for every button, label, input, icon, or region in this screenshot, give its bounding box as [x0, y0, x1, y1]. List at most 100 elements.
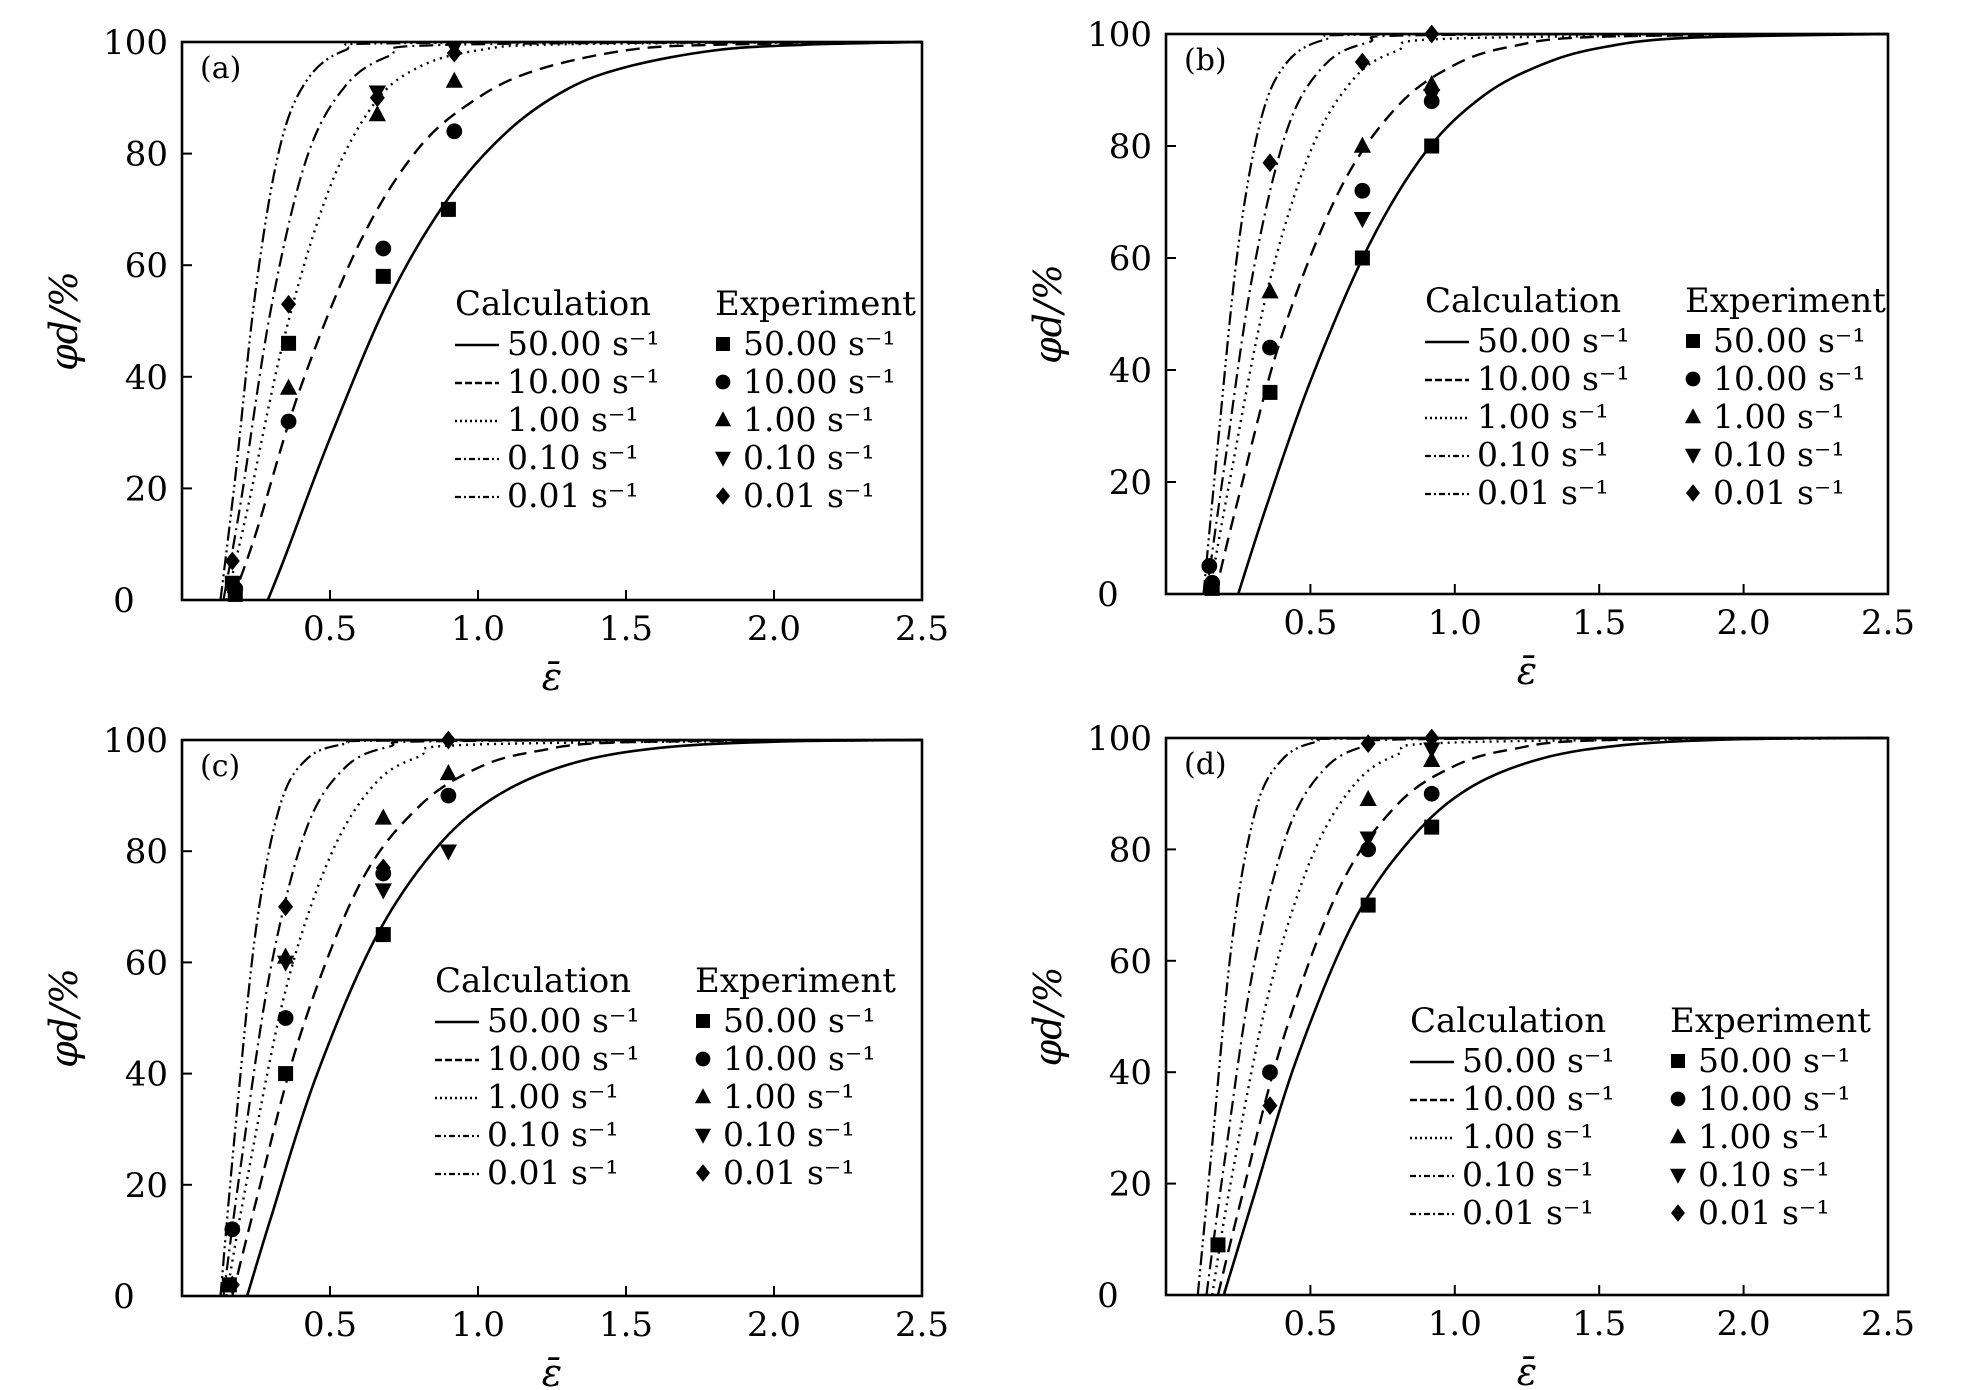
- legend-experiment-title: Experiment: [715, 284, 916, 324]
- y-tick-label: 20: [125, 469, 168, 509]
- point-circle: [446, 123, 463, 140]
- y-tick-label: 100: [1087, 15, 1152, 55]
- point-square: [1354, 250, 1370, 266]
- legend-calculation-entry: 0.01 s⁻¹: [1462, 1193, 1594, 1232]
- legend-marker-triangle-up: [1684, 408, 1702, 424]
- point-triangle-up: [374, 808, 392, 825]
- legend-experiment-entry: 0.01 s⁻¹: [723, 1153, 855, 1192]
- legend-marker-diamond: [1686, 484, 1700, 502]
- legend-calculation-entry: 0.01 s⁻¹: [507, 476, 639, 515]
- x-tick-label: 0.5: [1283, 603, 1337, 643]
- legend-calculation-entry: 10.00 s⁻¹: [1477, 359, 1630, 398]
- calculation-curves: [219, 40, 922, 600]
- y-tick-label: 60: [1109, 239, 1152, 279]
- point-square: [1360, 897, 1376, 913]
- point-diamond: [224, 1275, 240, 1295]
- point-circle: [280, 413, 297, 430]
- legend-experiment-entry: 0.01 s⁻¹: [1698, 1193, 1830, 1232]
- x-tick-label: 0.5: [303, 609, 357, 649]
- legend-marker-triangle-up: [714, 411, 732, 427]
- point-circle: [227, 580, 244, 597]
- point-diamond: [369, 88, 385, 108]
- legend-experiment-entry: 10.00 s⁻¹: [1698, 1079, 1851, 1118]
- point-circle: [375, 240, 392, 257]
- legend-experiment-entry: 50.00 s⁻¹: [743, 324, 896, 363]
- legend-marker-triangle-up: [1669, 1128, 1687, 1144]
- point-triangle-up: [368, 105, 386, 122]
- point-circle: [1262, 339, 1278, 356]
- experiment-points: [221, 730, 458, 1295]
- x-axis-label: ε̄: [542, 655, 562, 699]
- y-tick-label: 0: [1097, 575, 1119, 615]
- legend-experiment-entry: 10.00 s⁻¹: [743, 362, 896, 401]
- point-triangle-down: [1423, 742, 1441, 759]
- x-axis-label: ε̄: [1517, 649, 1537, 693]
- y-tick-label: 80: [1109, 127, 1152, 167]
- legend-experiment-title: Experiment: [1670, 1001, 1871, 1041]
- y-tick-label: 0: [1097, 1276, 1119, 1316]
- legend-experiment-entry: 0.01 s⁻¹: [1713, 473, 1845, 512]
- legend-calculation-entry: 0.10 s⁻¹: [487, 1115, 619, 1154]
- point-triangle-up: [1423, 750, 1441, 768]
- y-tick-label: 0: [113, 581, 135, 621]
- chart-panel-4: 0.5 1.0 1.5 2.0 2.5 0 20 40 60 80 100 ε̄ φd/% (d) Calc…: [1026, 719, 1915, 1390]
- panel-label: (b): [1184, 43, 1227, 78]
- point-triangle-down: [1359, 831, 1377, 848]
- y-tick-label: 40: [125, 1055, 168, 1095]
- legend-marker-triangle-down: [1684, 448, 1702, 464]
- x-tick-label: 2.5: [895, 609, 949, 649]
- chart-panel-2: 0.5 1.0 1.5 2.0 2.5 0 20 40 60 80 100 ε̄ φd/% (b) Calc…: [1026, 15, 1915, 693]
- y-axis-label: φd/%: [42, 968, 86, 1068]
- point-circle: [1201, 558, 1218, 574]
- x-axis-label: ε̄: [1517, 1350, 1537, 1390]
- legend-experiment-entry: 50.00 s⁻¹: [1713, 321, 1866, 360]
- legend-experiment-entry: 0.10 s⁻¹: [743, 438, 875, 477]
- legend-calculation-entry: 1.00 s⁻¹: [1462, 1117, 1594, 1156]
- legend-calculation-entry: 0.01 s⁻¹: [1477, 473, 1609, 512]
- curve-dashed: [231, 738, 922, 1296]
- curve-dash-dot-dot: [1202, 32, 1888, 594]
- legend-marker-square: [696, 1014, 710, 1028]
- point-diamond: [375, 858, 391, 878]
- x-tick-label: 1.5: [599, 609, 653, 649]
- point-square: [278, 1066, 294, 1082]
- experiment-points: [1201, 24, 1441, 596]
- panel-label: (a): [200, 51, 241, 86]
- y-tick-label: 0: [113, 1277, 135, 1317]
- legend-calculation-entry: 0.01 s⁻¹: [487, 1153, 619, 1192]
- x-tick-label: 0.5: [1283, 1304, 1337, 1344]
- curve-solid: [1236, 32, 1888, 594]
- panel-label: (d): [1184, 747, 1227, 782]
- curve-dash-dot-dot: [219, 738, 922, 1296]
- curve-solid: [266, 40, 922, 600]
- y-tick-label: 100: [1087, 719, 1152, 759]
- curve-dashed: [1213, 32, 1888, 594]
- x-tick-label: 2.0: [747, 609, 801, 649]
- point-square: [1424, 138, 1440, 154]
- curve-dash-dot-dot: [1196, 736, 1888, 1295]
- legend-calculation-title: Calculation: [1425, 281, 1621, 321]
- y-tick-label: 40: [125, 358, 168, 398]
- point-diamond: [440, 730, 456, 750]
- point-triangle-down: [1353, 212, 1372, 229]
- legend-marker-triangle-up: [694, 1088, 712, 1104]
- point-triangle-up: [439, 763, 458, 781]
- point-triangle-down: [374, 883, 392, 900]
- legend-marker-circle: [695, 1051, 711, 1067]
- legend-experiment-entry: 10.00 s⁻¹: [1713, 359, 1866, 398]
- y-tick-label: 80: [1109, 830, 1152, 870]
- point-circle: [1423, 785, 1440, 802]
- point-square: [375, 927, 391, 943]
- legend-experiment-entry: 1.00 s⁻¹: [1698, 1117, 1830, 1156]
- y-tick-label: 20: [125, 1166, 168, 1206]
- legend-calculation-entry: 50.00 s⁻¹: [1462, 1041, 1615, 1080]
- curve-solid: [245, 738, 922, 1296]
- legend-marker-diamond: [716, 487, 730, 505]
- y-axis-label: φd/%: [42, 271, 86, 371]
- x-tick-label: 1.5: [1572, 1304, 1626, 1344]
- y-tick-label: 60: [1109, 942, 1152, 982]
